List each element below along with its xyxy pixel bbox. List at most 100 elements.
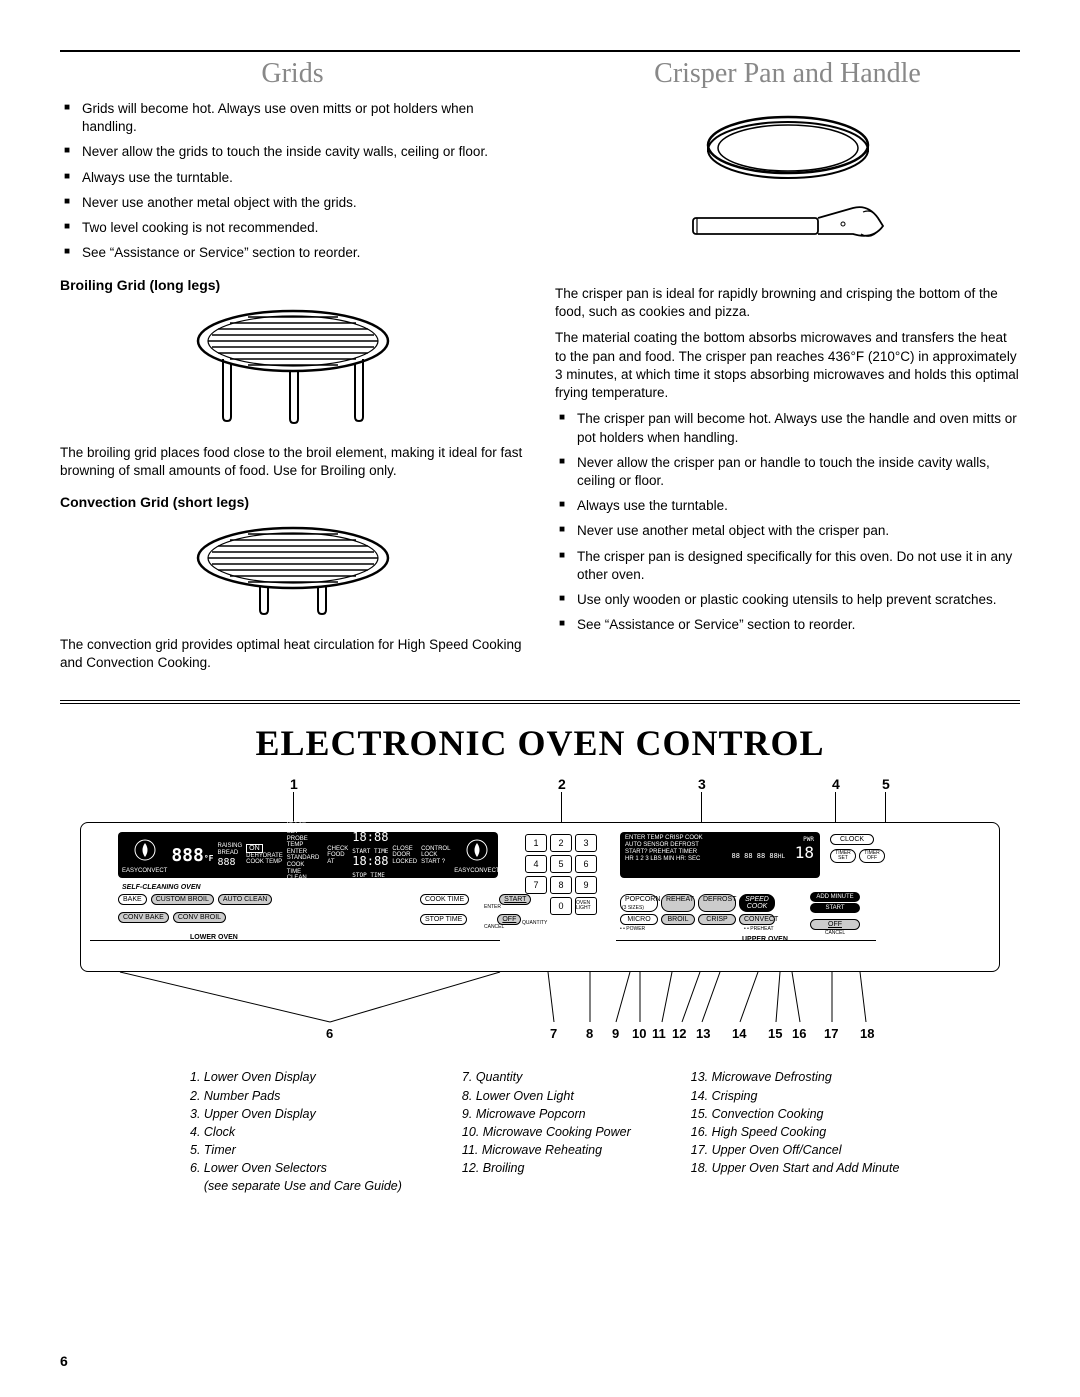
cancel-label: CANCEL [484,924,504,930]
enter-label: ENTER [484,904,501,910]
conv-broil-button[interactable]: CONV BROIL [173,912,226,923]
custom-broil-button[interactable]: CUSTOM BROIL [151,894,214,905]
crisper-heading: Crisper Pan and Handle [555,58,1020,90]
crisper-bullets: The crisper pan will become hot. Always … [555,410,1020,634]
set-probe-label: SET PROBE TEMP [287,829,308,848]
oven-light-button[interactable]: OVEN LIGHT [575,897,597,915]
easyconvect-label2: EASYCONVECT [454,868,499,874]
disp-line3: START? PREHEAT TIMER [625,849,697,855]
lower-oven-display: EASYCONVECT 888°F RAISING BREAD 888 ON D… [118,832,498,878]
bullet-item: Always use the turntable. [60,169,525,187]
easyconvect-label: EASYCONVECT [122,868,167,874]
convect-button[interactable]: CONVECT [739,914,775,925]
page-number: 6 [60,1353,68,1369]
micro-button[interactable]: MICRO [620,914,658,925]
leader-line [701,792,702,822]
callout-5: 5 [882,776,890,792]
upper-oven-display: ENTER TEMP CRISP COOK AUTO SENSOR DEFROS… [620,832,820,878]
pwr-label: PWR [732,836,815,843]
clean-time-label: CLEAN TIME [287,875,307,888]
conv-bake-button[interactable]: CONV BAKE [118,912,169,923]
defrost-button[interactable]: DEFROST [698,894,736,912]
bullet-item: See “Assistance or Service” section to r… [555,616,1020,634]
reheat-button[interactable]: REHEAT [661,894,695,912]
timer-set-button[interactable]: TIMER SET [830,849,856,863]
key-8[interactable]: 8 [550,876,572,894]
key-0[interactable]: 0 [550,897,572,915]
disp-line2: AUTO SENSOR DEFROST [625,842,699,848]
stop-time-label: STOP TIME [352,872,385,879]
cook-time-button[interactable]: COOK TIME [420,894,469,905]
upper-oven-row2: MICRO BROIL CRISP CONVECT [620,914,775,925]
callout-10: 10 [632,1026,646,1041]
bullet-item: Never allow the crisper pan or handle to… [555,454,1020,490]
legend-item: 7. Quantity [462,1068,631,1086]
auto-clean-button[interactable]: AUTO CLEAN [218,894,273,905]
key-4[interactable]: 4 [525,855,547,873]
legend-item: 3. Upper Oven Display [190,1105,402,1123]
bullet-item: Never use another metal object with the … [555,522,1020,540]
key-3[interactable]: 3 [575,834,597,852]
clock-button[interactable]: CLOCK [830,834,874,845]
callout-1: 1 [290,776,298,792]
disp-line1: ENTER TEMP CRISP COOK [625,835,703,841]
legend-item: 2. Number Pads [190,1087,402,1105]
upper-off-button[interactable]: OFF [810,919,860,930]
broiling-text: The broiling grid places food close to t… [60,444,525,480]
key-2[interactable]: 2 [550,834,572,852]
callout-7: 7 [550,1026,557,1041]
legend-item: (see separate Use and Care Guide) [190,1177,402,1195]
lower-bracket [90,940,500,941]
speed-cook-button[interactable]: SPEED COOK [739,894,775,912]
bullet-item: Two level cooking is not recommended. [60,219,525,237]
section-divider [60,700,1020,704]
legend-item: 5. Timer [190,1141,402,1159]
key-7[interactable]: 7 [525,876,547,894]
convection-subhead: Convection Grid (short legs) [60,494,525,510]
legend-item: 8. Lower Oven Light [462,1087,631,1105]
enter-std-label: ENTER STANDARD COOK TIME [287,849,320,875]
broiling-grid-image [60,299,525,434]
leader-line [885,792,886,822]
callout-15: 15 [768,1026,782,1041]
crisper-para2: The material coating the bottom absorbs … [555,329,1020,402]
key-6[interactable]: 6 [575,855,597,873]
key-5[interactable]: 5 [550,855,572,873]
legend-item: 6. Lower Oven Selectors [190,1159,402,1177]
legend-item: 1. Lower Oven Display [190,1068,402,1086]
crisp-button[interactable]: CRISP [698,914,736,925]
add-minute-button[interactable]: ADD MINUTE [810,892,860,902]
bullet-item: Never allow the grids to touch the insid… [60,143,525,161]
close-label: CLOSE [392,846,412,852]
legend-item: 10. Microwave Cooking Power [462,1123,631,1141]
bullet-item: The crisper pan is designed specifically… [555,548,1020,584]
upper-bracket [616,940,876,941]
delay-label: DELAY [287,822,306,828]
convection-text: The convection grid provides optimal hea… [60,636,525,672]
bullet-item: See “Assistance or Service” section to r… [60,244,525,262]
leader-line [293,792,294,822]
legend-col2: 7. Quantity 8. Lower Oven Light 9. Micro… [462,1068,631,1195]
self-cleaning-label: SELF-CLEANING OVEN [122,884,201,891]
start-off-group: ADD MINUTE START OFF CANCEL [810,892,860,936]
hl-label: HL [778,853,785,860]
broil-button[interactable]: BROIL [661,914,695,925]
callout-11: 11 [652,1026,666,1041]
upper-start-button[interactable]: START [810,903,860,913]
stop-time-button[interactable]: STOP TIME [420,914,467,925]
legend-col3: 13. Microwave Defrosting 14. Crisping 15… [691,1068,900,1195]
lower-oven-row1: BAKE CUSTOM BROIL AUTO CLEAN [118,894,272,905]
timer-off-button[interactable]: TIMER OFF [859,849,885,863]
legend-item: 9. Microwave Popcorn [462,1105,631,1123]
bake-button[interactable]: BAKE [118,894,147,905]
top-rule [60,50,1020,52]
callout-2: 2 [558,776,566,792]
crisper-pan-image [555,100,1020,275]
legend-item: 4. Clock [190,1123,402,1141]
legend-item: 12. Broiling [462,1159,631,1177]
key-9[interactable]: 9 [575,876,597,894]
bullet-item: Use only wooden or plastic cooking utens… [555,591,1020,609]
bullet-item: Never use another metal object with the … [60,194,525,212]
key-1[interactable]: 1 [525,834,547,852]
leader-line [561,792,562,822]
